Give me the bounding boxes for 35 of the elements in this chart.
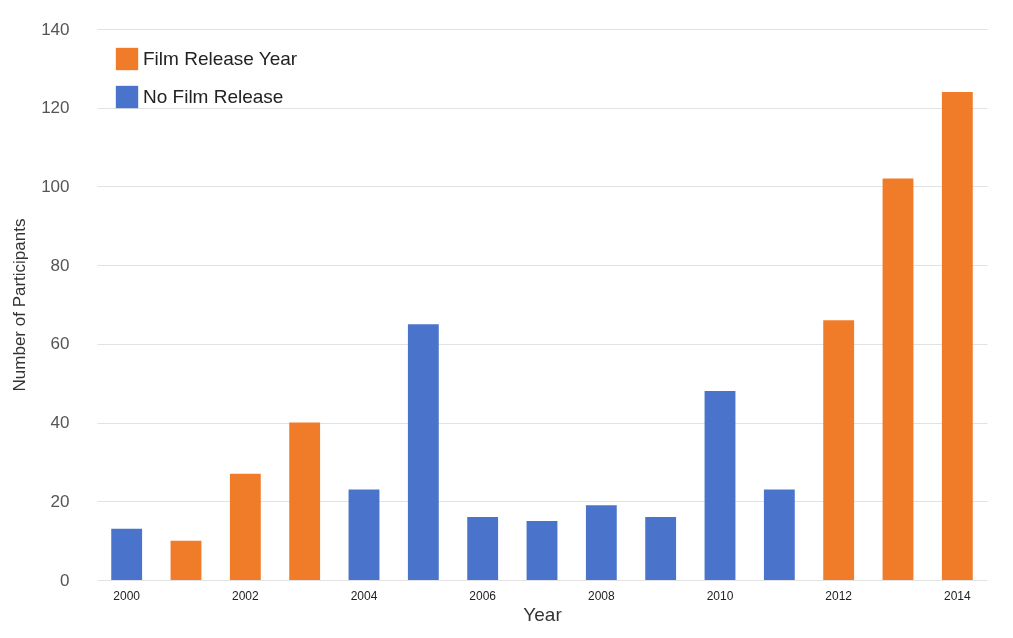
x-tick-label: 2006 [469,588,497,603]
y-axis-title: Number of Participants [10,218,30,392]
y-tick-label: 100 [41,176,70,196]
bar [111,528,143,580]
bar [704,391,736,580]
x-tick-label: 2010 [706,588,734,603]
legend-label: No Film Release [143,86,284,107]
bar [229,473,261,580]
bar [526,520,558,580]
bar [407,324,439,580]
bar [823,320,855,580]
bar [585,505,617,580]
x-tick-label: 2004 [350,588,378,603]
y-tick-label: 0 [60,570,70,590]
bar [941,91,973,580]
x-tick-label: 2012 [825,588,853,603]
x-tick-label: 2000 [113,588,141,603]
x-tick-label: 2008 [587,588,615,603]
bar [645,517,677,580]
y-tick-label: 120 [41,98,70,118]
y-tick-label: 140 [41,19,70,39]
x-tick-label: 2014 [943,588,971,603]
y-tick-label: 60 [50,334,70,354]
bar [348,489,380,580]
bar [882,178,914,580]
x-tick-label: 2002 [231,588,259,603]
y-tick-label: 40 [50,413,70,433]
y-tick-label: 80 [50,255,70,275]
legend-label: Film Release Year [143,48,298,69]
x-axis-title: Year [523,603,563,625]
bar [289,422,321,580]
bar [763,489,795,580]
bar [170,540,202,580]
y-tick-label: 20 [50,491,70,511]
bar [467,517,499,580]
